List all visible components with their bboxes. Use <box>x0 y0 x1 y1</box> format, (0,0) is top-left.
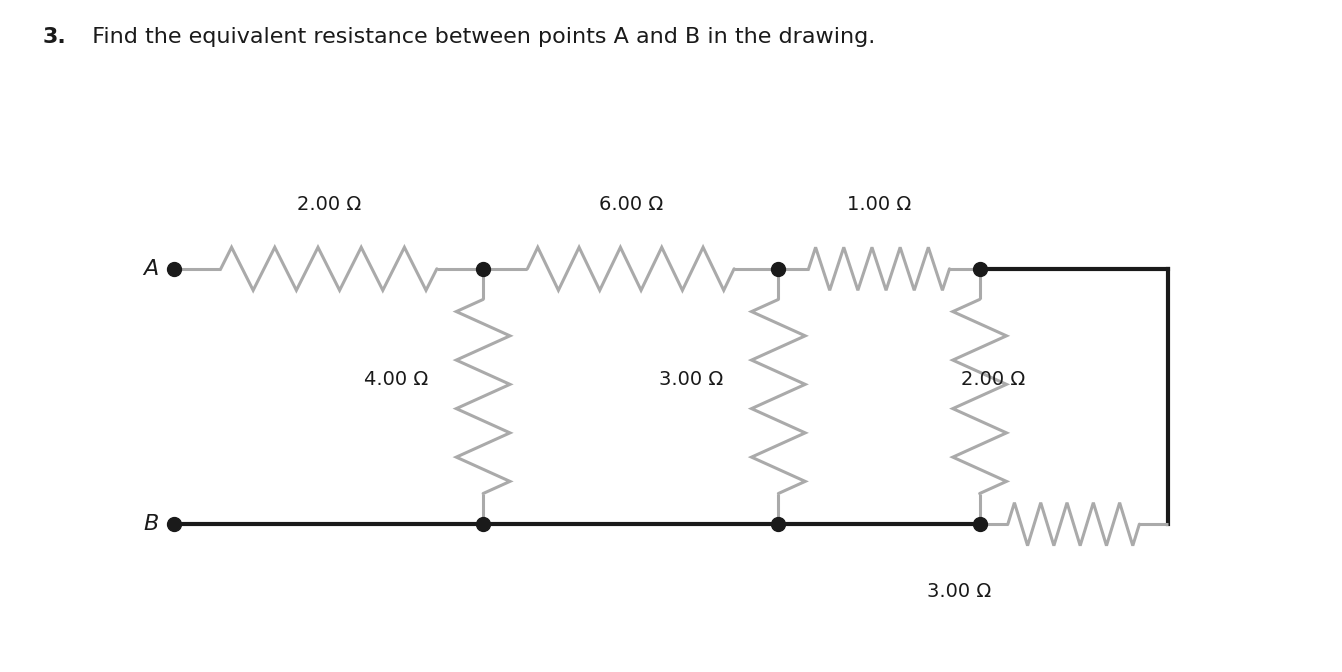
Point <box>472 519 494 530</box>
Text: Find the equivalent resistance between points A and B in the drawing.: Find the equivalent resistance between p… <box>78 27 875 47</box>
Text: A: A <box>144 259 158 279</box>
Point <box>969 519 990 530</box>
Text: B: B <box>144 514 158 534</box>
Text: 2.00 Ω: 2.00 Ω <box>297 196 361 214</box>
Text: 3.00 Ω: 3.00 Ω <box>927 582 992 601</box>
Point <box>768 519 789 530</box>
Point <box>164 519 185 530</box>
Point <box>472 263 494 274</box>
Text: 3.: 3. <box>43 27 67 47</box>
Point <box>768 263 789 274</box>
Text: 1.00 Ω: 1.00 Ω <box>847 196 911 214</box>
Text: 2.00 Ω: 2.00 Ω <box>961 370 1025 389</box>
Text: 4.00 Ω: 4.00 Ω <box>364 370 428 389</box>
Text: 3.00 Ω: 3.00 Ω <box>659 370 723 389</box>
Point <box>969 263 990 274</box>
Point <box>164 263 185 274</box>
Text: 6.00 Ω: 6.00 Ω <box>599 196 663 214</box>
